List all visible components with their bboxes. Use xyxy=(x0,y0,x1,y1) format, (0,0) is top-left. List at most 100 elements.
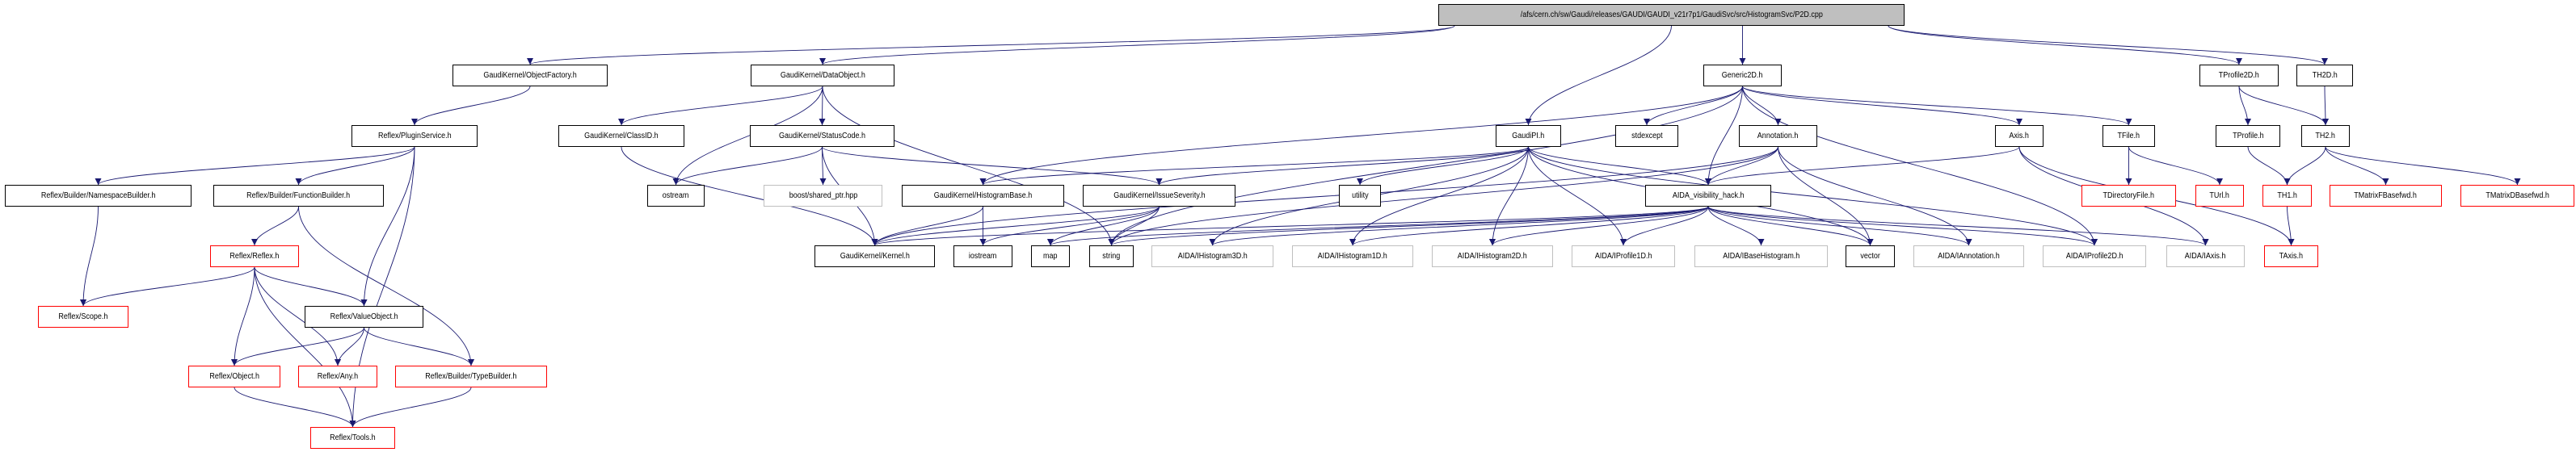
graph-node-issuesev[interactable]: GaudiKernel/IssueSeverity.h xyxy=(1083,185,1235,207)
graph-node-taxis[interactable]: TAxis.h xyxy=(2264,245,2318,267)
graph-node-label: TH2D.h xyxy=(2312,71,2338,80)
graph-node-any[interactable]: Reflex/Any.h xyxy=(298,366,377,387)
graph-node-iannot[interactable]: AIDA/IAnnotation.h xyxy=(1913,245,2024,267)
graph-node-label: TH1.h xyxy=(2277,191,2297,200)
edge-th2-to-tmatf xyxy=(2325,146,2389,186)
edge-issuesev-to-iostream xyxy=(979,206,1160,246)
graph-node-label: TAxis.h xyxy=(2279,252,2304,261)
graph-node-tmatf[interactable]: TMatrixFBasefwd.h xyxy=(2330,185,2442,207)
graph-node-boost[interactable]: boost/shared_ptr.hpp xyxy=(764,185,882,207)
edge-annotation-to-vector xyxy=(1778,146,1874,246)
graph-node-tprofile2d[interactable]: TProfile2D.h xyxy=(2199,65,2279,86)
graph-node-label: AIDA/IProfile2D.h xyxy=(2065,252,2124,261)
graph-node-iostream[interactable]: iostream xyxy=(953,245,1012,267)
edge-gaudipi-to-utility xyxy=(1357,146,1529,186)
edge-generic2d-to-aidavis xyxy=(1704,86,1743,186)
graph-node-stdexcept[interactable]: stdexcept xyxy=(1615,125,1678,147)
graph-node-string[interactable]: string xyxy=(1089,245,1134,267)
edge-statuscode-to-ostream xyxy=(672,146,823,186)
graph-node-label: Reflex/Tools.h xyxy=(330,433,376,442)
graph-node-iaxis[interactable]: AIDA/IAxis.h xyxy=(2166,245,2245,267)
edge-dataobject-to-string xyxy=(822,86,1115,246)
graph-node-tmatd[interactable]: TMatrixDBasefwd.h xyxy=(2460,185,2574,207)
graph-node-tfile[interactable]: TFile.h xyxy=(2102,125,2155,147)
graph-node-typebuilder[interactable]: Reflex/Builder/TypeBuilder.h xyxy=(395,366,547,387)
graph-node-scope[interactable]: Reflex/Scope.h xyxy=(38,306,128,328)
graph-node-label: TH2.h xyxy=(2315,132,2336,140)
graph-node-label: GaudiKernel/ClassID.h xyxy=(584,132,659,140)
edge-issuesev-to-map xyxy=(1047,206,1160,246)
graph-node-utility[interactable]: utility xyxy=(1339,185,1381,207)
edge-aidavis-to-ih1d xyxy=(1349,206,1709,246)
edge-gaudipi-to-issuesev xyxy=(1155,146,1529,186)
graph-node-reflex[interactable]: Reflex/Reflex.h xyxy=(210,245,299,267)
edge-classid-to-kernel xyxy=(621,146,878,246)
graph-node-label: AIDA/IAxis.h xyxy=(2185,252,2226,261)
graph-node-annotation[interactable]: Annotation.h xyxy=(1739,125,1817,147)
graph-node-gaudipi[interactable]: GaudiPI.h xyxy=(1496,125,1561,147)
graph-node-classid[interactable]: GaudiKernel/ClassID.h xyxy=(558,125,684,147)
graph-node-ibase[interactable]: AIDA/IBaseHistogram.h xyxy=(1694,245,1828,267)
graph-node-turl[interactable]: TUrl.h xyxy=(2195,185,2244,207)
graph-node-aidavis[interactable]: AIDA_visibility_hack.h xyxy=(1645,185,1771,207)
edge-root-to-th2d xyxy=(1888,25,2328,65)
graph-node-label: GaudiKernel/ObjectFactory.h xyxy=(483,71,577,80)
graph-node-label: Generic2D.h xyxy=(1722,71,1763,80)
graph-node-root[interactable]: /afs/cern.ch/sw/Gaudi/releases/GAUDI/GAU… xyxy=(1438,4,1905,26)
graph-node-generic2d[interactable]: Generic2D.h xyxy=(1703,65,1782,86)
graph-node-label: Axis.h xyxy=(2009,132,2030,140)
graph-node-label: AIDA/IAnnotation.h xyxy=(1938,252,2000,261)
edge-pluginservice-to-nsbuilder xyxy=(95,146,415,186)
graph-node-statuscode[interactable]: GaudiKernel/StatusCode.h xyxy=(750,125,894,147)
graph-node-kernel[interactable]: GaudiKernel/Kernel.h xyxy=(814,245,935,267)
edge-valueobj-to-any xyxy=(334,327,364,366)
edge-annotation-to-string xyxy=(1108,146,1778,246)
graph-node-label: GaudiPI.h xyxy=(1512,132,1545,140)
graph-node-valueobj[interactable]: Reflex/ValueObject.h xyxy=(305,306,423,328)
graph-node-th2d[interactable]: TH2D.h xyxy=(2296,65,2353,86)
graph-node-tdirfile[interactable]: TDirectoryFile.h xyxy=(2081,185,2176,207)
graph-node-axis[interactable]: Axis.h xyxy=(1995,125,2044,147)
graph-node-ih2d[interactable]: AIDA/IHistogram2D.h xyxy=(1432,245,1553,267)
graph-node-label: AIDA/IHistogram2D.h xyxy=(1457,252,1528,261)
graph-node-label: boost/shared_ptr.hpp xyxy=(789,191,857,200)
edge-aidavis-to-ih2d xyxy=(1489,206,1709,246)
edge-statuscode-to-issuesev xyxy=(822,146,1163,186)
edge-gaudipi-to-ip1d xyxy=(1528,146,1627,246)
edge-tprofile-to-th1 xyxy=(2247,146,2291,186)
graph-node-dataobject[interactable]: GaudiKernel/DataObject.h xyxy=(751,65,894,86)
edge-nsbuilder-to-scope xyxy=(79,206,99,307)
edge-generic2d-to-annotation xyxy=(1742,86,1782,126)
edge-annotation-to-kernel xyxy=(871,146,1778,246)
graph-node-th1[interactable]: TH1.h xyxy=(2262,185,2312,207)
edge-pluginservice-to-valueobj xyxy=(360,146,415,307)
edge-generic2d-to-histbase xyxy=(979,86,1743,186)
graph-node-pluginservice[interactable]: Reflex/PluginService.h xyxy=(351,125,478,147)
graph-node-label: string xyxy=(1102,252,1121,261)
graph-node-ostream[interactable]: ostream xyxy=(647,185,705,207)
graph-node-object[interactable]: Reflex/Object.h xyxy=(188,366,280,387)
edge-gaudipi-to-ip2d xyxy=(1528,146,2098,246)
graph-node-ih1d[interactable]: AIDA/IHistogram1D.h xyxy=(1292,245,1413,267)
graph-node-ip1d[interactable]: AIDA/IProfile1D.h xyxy=(1572,245,1675,267)
graph-node-histbase[interactable]: GaudiKernel/HistogramBase.h xyxy=(902,185,1064,207)
graph-node-objfactory[interactable]: GaudiKernel/ObjectFactory.h xyxy=(452,65,608,86)
edge-root-to-objfactory xyxy=(527,25,1455,65)
edge-gaudipi-to-histbase xyxy=(979,146,1529,186)
graph-node-ip2d[interactable]: AIDA/IProfile2D.h xyxy=(2043,245,2146,267)
graph-node-label: AIDA/IBaseHistogram.h xyxy=(1722,252,1800,261)
edge-histbase-to-kernel xyxy=(871,206,983,246)
graph-node-label: GaudiKernel/StatusCode.h xyxy=(778,132,866,140)
graph-node-funcbuilder[interactable]: Reflex/Builder/FunctionBuilder.h xyxy=(213,185,384,207)
edge-generic2d-to-stdexcept xyxy=(1644,86,1743,126)
graph-node-tools[interactable]: Reflex/Tools.h xyxy=(310,427,395,449)
graph-node-nsbuilder[interactable]: Reflex/Builder/NamespaceBuilder.h xyxy=(5,185,192,207)
graph-node-map[interactable]: map xyxy=(1031,245,1070,267)
graph-node-label: AIDA_visibility_hack.h xyxy=(1672,191,1745,200)
edge-th2-to-th1 xyxy=(2283,146,2326,186)
graph-node-ih3d[interactable]: AIDA/IHistogram3D.h xyxy=(1151,245,1273,267)
graph-node-th2[interactable]: TH2.h xyxy=(2301,125,2350,147)
graph-node-vector[interactable]: vector xyxy=(1846,245,1895,267)
graph-node-tprofile[interactable]: TProfile.h xyxy=(2216,125,2280,147)
